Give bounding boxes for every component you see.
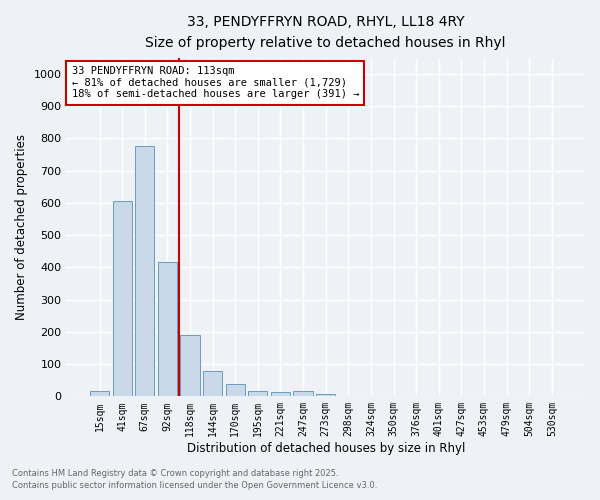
Y-axis label: Number of detached properties: Number of detached properties — [15, 134, 28, 320]
Bar — [158, 262, 177, 396]
Bar — [113, 201, 132, 396]
Bar — [316, 394, 335, 396]
Text: Contains HM Land Registry data © Crown copyright and database right 2025.
Contai: Contains HM Land Registry data © Crown c… — [12, 469, 377, 490]
Bar — [271, 392, 290, 396]
Bar — [226, 384, 245, 396]
Bar — [90, 392, 109, 396]
Title: 33, PENDYFFRYN ROAD, RHYL, LL18 4RY
Size of property relative to detached houses: 33, PENDYFFRYN ROAD, RHYL, LL18 4RY Size… — [145, 15, 506, 50]
Bar — [248, 390, 268, 396]
X-axis label: Distribution of detached houses by size in Rhyl: Distribution of detached houses by size … — [187, 442, 465, 455]
Text: 33 PENDYFFRYN ROAD: 113sqm
← 81% of detached houses are smaller (1,729)
18% of s: 33 PENDYFFRYN ROAD: 113sqm ← 81% of deta… — [71, 66, 359, 100]
Bar — [135, 146, 154, 396]
Bar — [181, 335, 200, 396]
Bar — [293, 392, 313, 396]
Bar — [203, 371, 222, 396]
